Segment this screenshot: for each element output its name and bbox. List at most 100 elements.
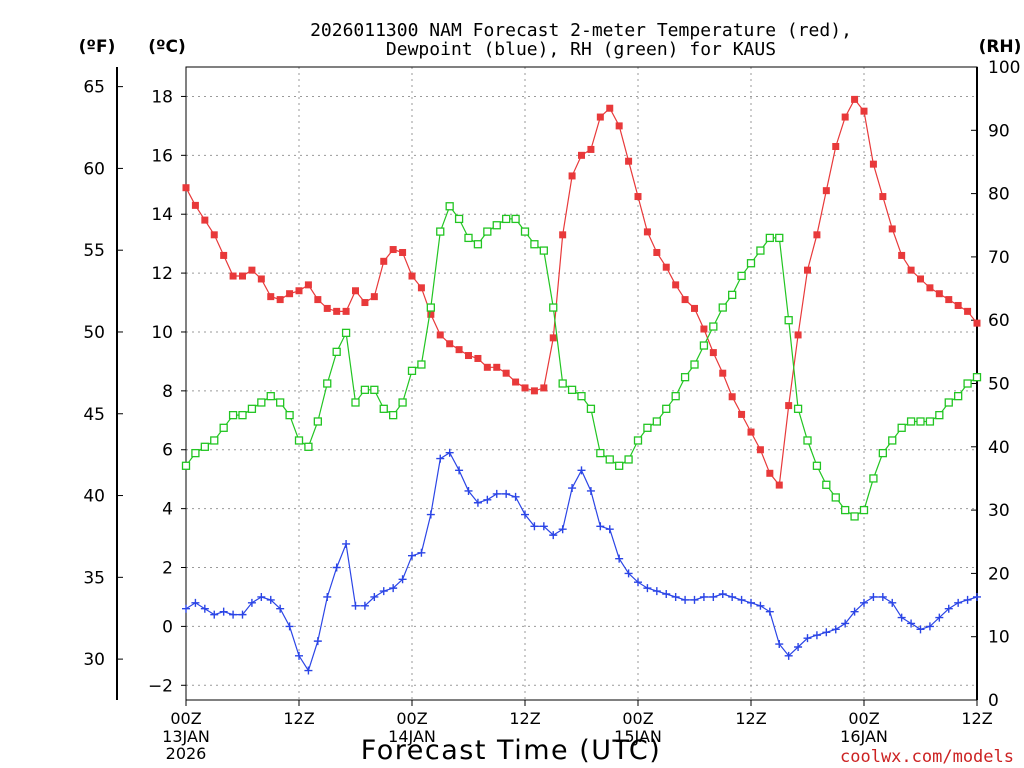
rh-point: [680, 373, 690, 382]
watermark: coolwx.com/models: [840, 747, 1014, 767]
rh-point: [728, 290, 737, 300]
rh-point: [520, 227, 530, 236]
rh-tick-label: 80: [988, 185, 1010, 205]
rh-tick-label: 10: [988, 628, 1010, 648]
rh-point: [690, 360, 699, 369]
temperature-point: [606, 104, 614, 112]
dewpoint-point: [765, 607, 774, 616]
temperature-point: [408, 272, 416, 280]
rh-tick-label: 90: [988, 121, 1010, 141]
dewpoint-point: [718, 590, 727, 599]
dewpoint-point: [426, 510, 435, 519]
fahrenheit-tick-label: 50: [83, 323, 105, 343]
dewpoint-point: [502, 489, 511, 498]
rh-tick-label: 40: [988, 438, 1010, 458]
rh-point: [181, 461, 191, 470]
dewpoint-point: [464, 486, 473, 495]
dewpoint-point: [690, 595, 699, 604]
rh-point: [502, 214, 511, 224]
rh-tick-label: 100: [988, 58, 1020, 78]
dewpoint-point: [671, 592, 680, 601]
dewpoint-point: [276, 604, 285, 613]
dewpoint-point: [417, 548, 426, 557]
dewpoint-point: [634, 578, 642, 587]
fahrenheit-tick-label: 55: [83, 241, 105, 261]
dewpoint-point: [549, 531, 558, 540]
fahrenheit-tick-label: 45: [83, 405, 105, 425]
temperature-point: [182, 184, 190, 192]
temperature-point: [709, 349, 717, 357]
date-label: 14JAN: [388, 727, 436, 746]
fahrenheit-tick-label: 65: [83, 78, 105, 98]
celsius-tick-label: −2: [148, 676, 173, 696]
temperature-point: [295, 287, 303, 295]
rh-point: [756, 246, 765, 255]
temperature-point: [851, 95, 859, 103]
dewpoint-point: [747, 598, 755, 607]
dewpoint-point: [963, 595, 972, 604]
temperature-point: [728, 393, 736, 401]
dewpoint-point: [709, 592, 718, 601]
temperature-point: [286, 290, 294, 298]
temperature-point: [276, 296, 284, 304]
rh-point: [341, 328, 351, 338]
dewpoint-point: [323, 592, 332, 601]
dewpoint-point: [784, 651, 793, 660]
time-tick-label: 12Z: [283, 709, 314, 728]
temperature-point: [615, 122, 623, 130]
dewpoint-point: [568, 484, 577, 493]
temperature-point: [323, 304, 331, 312]
temperature-point: [314, 296, 322, 304]
temperature-point: [191, 201, 199, 209]
dewpoint-point: [313, 637, 322, 646]
dewpoint-point: [530, 522, 539, 531]
temperature-point: [455, 346, 463, 354]
rh-point: [370, 385, 379, 394]
dewpoint-point: [295, 651, 303, 660]
temperature-point: [389, 246, 397, 254]
dewpoint-point: [812, 631, 821, 640]
rh-point: [436, 227, 445, 236]
rh-point: [454, 214, 464, 224]
dewpoint-series: [182, 448, 981, 675]
dewpoint-point: [577, 466, 586, 475]
temperature-point: [210, 231, 218, 239]
rh-point: [643, 423, 652, 432]
rh-point: [652, 417, 661, 426]
series: [181, 95, 982, 675]
celsius-tick-label: 8: [162, 382, 173, 402]
axes: −2 0 2 4 6 8 10 12 14 16 18 30 35 40 45 50 55 60 65 0 10 20 30…: [83, 58, 1020, 763]
dewpoint-point: [210, 610, 219, 619]
rh-point: [662, 404, 671, 413]
temperature-point: [248, 266, 256, 274]
dewpoint-point: [455, 466, 464, 475]
rh-point: [869, 474, 878, 483]
temperature-point: [775, 481, 783, 489]
rh-point: [407, 366, 417, 375]
dewpoint-point: [408, 551, 416, 560]
dewpoint-point: [916, 625, 925, 634]
dewpoint-point: [860, 598, 868, 607]
temperature-series: [182, 95, 981, 489]
rh-point: [586, 404, 596, 413]
dewpoint-point: [831, 625, 840, 634]
time-tick-label: 12Z: [509, 709, 540, 728]
celsius-tick-label: 14: [151, 205, 173, 225]
temperature-point: [568, 172, 576, 180]
rh-point: [473, 240, 483, 249]
rh-point: [906, 417, 916, 426]
dewpoint-point: [973, 592, 981, 601]
dewpoint-point: [643, 584, 652, 593]
dewpoint-point: [944, 604, 953, 613]
temperature-point: [361, 299, 369, 307]
temperature-point: [738, 410, 746, 418]
dewpoint-point: [954, 598, 963, 607]
dewpoint-point: [794, 643, 803, 652]
temperature-point: [493, 363, 501, 371]
rh-point: [266, 392, 275, 401]
time-tick-label: 12Z: [735, 709, 766, 728]
dewpoint-point: [285, 622, 294, 631]
fahrenheit-tick-label: 30: [83, 650, 105, 670]
temperature-point: [954, 301, 962, 309]
